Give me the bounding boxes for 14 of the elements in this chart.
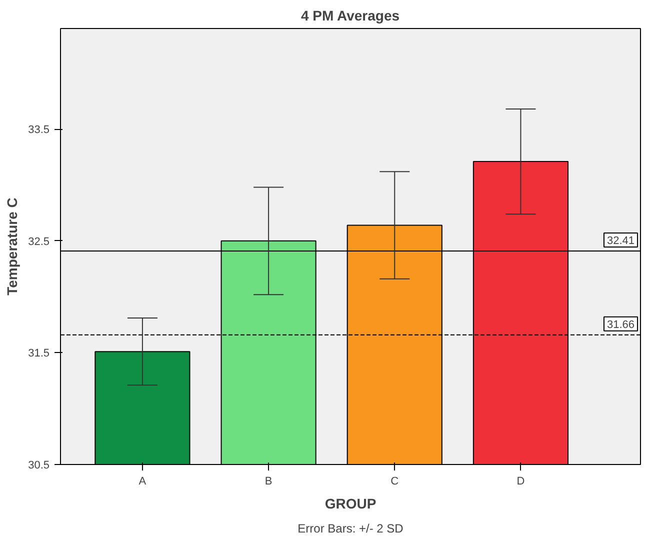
- y-axis-title: Temperature C: [4, 198, 20, 296]
- text: Error Bars: +/- 2 SD: [298, 522, 404, 536]
- y-tick-label: 32.5: [28, 236, 50, 248]
- y-tick-label: 31.5: [28, 348, 50, 360]
- ref-line-label: 32.41: [606, 234, 635, 247]
- x-tick-label: A: [138, 476, 147, 488]
- x-tick-label: B: [264, 476, 272, 488]
- y-tick-label: 30.5: [28, 460, 50, 472]
- chart-title: 4 PM Averages: [300, 8, 400, 24]
- x-tick-label: D: [516, 476, 525, 488]
- y-tick-label: 33.5: [28, 124, 50, 136]
- x-tick-label: C: [390, 476, 399, 488]
- x-axis-title: GROUP: [324, 496, 376, 512]
- ref-line-label: 31.66: [606, 318, 635, 331]
